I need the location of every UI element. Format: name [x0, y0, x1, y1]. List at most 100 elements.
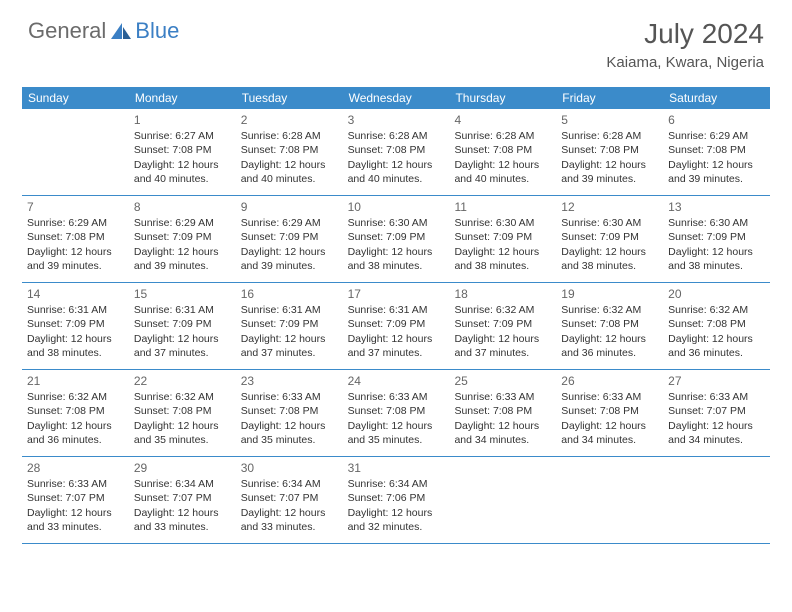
- day-number: 1: [134, 112, 231, 128]
- day-info-line: Daylight: 12 hours: [241, 419, 338, 433]
- day-info-line: Daylight: 12 hours: [134, 158, 231, 172]
- day-info-line: Sunrise: 6:32 AM: [27, 390, 124, 404]
- day-number: 10: [348, 199, 445, 215]
- day-number: 21: [27, 373, 124, 389]
- day-info-line: Sunset: 7:08 PM: [134, 143, 231, 157]
- day-info-line: and 35 minutes.: [241, 433, 338, 447]
- day-info-line: Sunrise: 6:33 AM: [561, 390, 658, 404]
- day-info-line: Daylight: 12 hours: [348, 419, 445, 433]
- day-info-line: Sunset: 7:08 PM: [348, 143, 445, 157]
- day-info-line: Daylight: 12 hours: [348, 506, 445, 520]
- dow-cell: Monday: [129, 87, 236, 109]
- day-info-line: Sunrise: 6:30 AM: [561, 216, 658, 230]
- day-cell: 18Sunrise: 6:32 AMSunset: 7:09 PMDayligh…: [449, 283, 556, 369]
- day-info-line: and 35 minutes.: [134, 433, 231, 447]
- day-cell-empty: [663, 457, 770, 543]
- day-info-line: Daylight: 12 hours: [134, 419, 231, 433]
- day-info-line: and 36 minutes.: [561, 346, 658, 360]
- day-info-line: Daylight: 12 hours: [27, 332, 124, 346]
- day-info-line: Sunrise: 6:34 AM: [241, 477, 338, 491]
- day-number: 13: [668, 199, 765, 215]
- day-info-line: and 40 minutes.: [348, 172, 445, 186]
- day-info-line: and 37 minutes.: [241, 346, 338, 360]
- day-info-line: Sunset: 7:08 PM: [561, 143, 658, 157]
- dow-cell: Saturday: [663, 87, 770, 109]
- day-info-line: and 37 minutes.: [454, 346, 551, 360]
- day-number: 11: [454, 199, 551, 215]
- day-info-line: and 37 minutes.: [134, 346, 231, 360]
- day-info-line: Daylight: 12 hours: [134, 332, 231, 346]
- week-row: 7Sunrise: 6:29 AMSunset: 7:08 PMDaylight…: [22, 196, 770, 283]
- days-of-week-row: SundayMondayTuesdayWednesdayThursdayFrid…: [22, 87, 770, 109]
- day-info-line: Sunset: 7:07 PM: [134, 491, 231, 505]
- day-info-line: Daylight: 12 hours: [27, 419, 124, 433]
- day-info-line: and 38 minutes.: [454, 259, 551, 273]
- day-cell: 27Sunrise: 6:33 AMSunset: 7:07 PMDayligh…: [663, 370, 770, 456]
- day-info-line: Daylight: 12 hours: [348, 158, 445, 172]
- day-cell: 20Sunrise: 6:32 AMSunset: 7:08 PMDayligh…: [663, 283, 770, 369]
- day-info-line: Sunset: 7:09 PM: [134, 317, 231, 331]
- day-info-line: Daylight: 12 hours: [241, 245, 338, 259]
- day-info-line: Daylight: 12 hours: [454, 419, 551, 433]
- day-info-line: Sunrise: 6:32 AM: [561, 303, 658, 317]
- day-info-line: Daylight: 12 hours: [348, 245, 445, 259]
- day-number: 8: [134, 199, 231, 215]
- day-info-line: Sunrise: 6:29 AM: [134, 216, 231, 230]
- day-cell-empty: [22, 109, 129, 195]
- day-info-line: Daylight: 12 hours: [668, 332, 765, 346]
- day-info-line: and 38 minutes.: [27, 346, 124, 360]
- day-info-line: and 39 minutes.: [241, 259, 338, 273]
- day-info-line: Daylight: 12 hours: [668, 419, 765, 433]
- day-number: 15: [134, 286, 231, 302]
- day-info-line: Sunrise: 6:32 AM: [668, 303, 765, 317]
- day-info-line: Sunrise: 6:32 AM: [454, 303, 551, 317]
- calendar: SundayMondayTuesdayWednesdayThursdayFrid…: [22, 87, 770, 544]
- day-info-line: Daylight: 12 hours: [134, 245, 231, 259]
- day-cell: 30Sunrise: 6:34 AMSunset: 7:07 PMDayligh…: [236, 457, 343, 543]
- day-number: 16: [241, 286, 338, 302]
- day-info-line: Sunrise: 6:28 AM: [241, 129, 338, 143]
- day-cell: 21Sunrise: 6:32 AMSunset: 7:08 PMDayligh…: [22, 370, 129, 456]
- day-info-line: Sunset: 7:09 PM: [134, 230, 231, 244]
- day-info-line: Sunset: 7:09 PM: [241, 317, 338, 331]
- day-number: 26: [561, 373, 658, 389]
- day-cell: 10Sunrise: 6:30 AMSunset: 7:09 PMDayligh…: [343, 196, 450, 282]
- day-info-line: and 39 minutes.: [561, 172, 658, 186]
- weeks-container: 1Sunrise: 6:27 AMSunset: 7:08 PMDaylight…: [22, 109, 770, 544]
- day-cell: 22Sunrise: 6:32 AMSunset: 7:08 PMDayligh…: [129, 370, 236, 456]
- day-info-line: Sunset: 7:08 PM: [668, 143, 765, 157]
- day-info-line: and 33 minutes.: [27, 520, 124, 534]
- day-info-line: Daylight: 12 hours: [134, 506, 231, 520]
- day-cell: 4Sunrise: 6:28 AMSunset: 7:08 PMDaylight…: [449, 109, 556, 195]
- day-info-line: and 38 minutes.: [561, 259, 658, 273]
- day-cell: 3Sunrise: 6:28 AMSunset: 7:08 PMDaylight…: [343, 109, 450, 195]
- day-cell: 9Sunrise: 6:29 AMSunset: 7:09 PMDaylight…: [236, 196, 343, 282]
- day-info-line: Sunset: 7:07 PM: [668, 404, 765, 418]
- day-info-line: Sunrise: 6:29 AM: [668, 129, 765, 143]
- day-info-line: Sunset: 7:09 PM: [454, 317, 551, 331]
- day-info-line: Daylight: 12 hours: [27, 506, 124, 520]
- day-cell-empty: [449, 457, 556, 543]
- day-info-line: and 33 minutes.: [241, 520, 338, 534]
- day-info-line: Sunrise: 6:32 AM: [134, 390, 231, 404]
- day-info-line: Daylight: 12 hours: [668, 158, 765, 172]
- day-cell: 13Sunrise: 6:30 AMSunset: 7:09 PMDayligh…: [663, 196, 770, 282]
- day-info-line: Sunrise: 6:29 AM: [241, 216, 338, 230]
- day-info-line: Sunset: 7:08 PM: [454, 143, 551, 157]
- day-info-line: Sunset: 7:08 PM: [561, 404, 658, 418]
- day-info-line: Daylight: 12 hours: [27, 245, 124, 259]
- day-number: 4: [454, 112, 551, 128]
- day-info-line: Sunrise: 6:30 AM: [668, 216, 765, 230]
- day-number: 14: [27, 286, 124, 302]
- day-number: 22: [134, 373, 231, 389]
- day-cell: 26Sunrise: 6:33 AMSunset: 7:08 PMDayligh…: [556, 370, 663, 456]
- day-info-line: Daylight: 12 hours: [241, 506, 338, 520]
- day-cell: 12Sunrise: 6:30 AMSunset: 7:09 PMDayligh…: [556, 196, 663, 282]
- week-row: 14Sunrise: 6:31 AMSunset: 7:09 PMDayligh…: [22, 283, 770, 370]
- day-cell: 16Sunrise: 6:31 AMSunset: 7:09 PMDayligh…: [236, 283, 343, 369]
- day-number: 20: [668, 286, 765, 302]
- day-cell: 5Sunrise: 6:28 AMSunset: 7:08 PMDaylight…: [556, 109, 663, 195]
- day-number: 19: [561, 286, 658, 302]
- day-info-line: Daylight: 12 hours: [454, 332, 551, 346]
- day-cell: 31Sunrise: 6:34 AMSunset: 7:06 PMDayligh…: [343, 457, 450, 543]
